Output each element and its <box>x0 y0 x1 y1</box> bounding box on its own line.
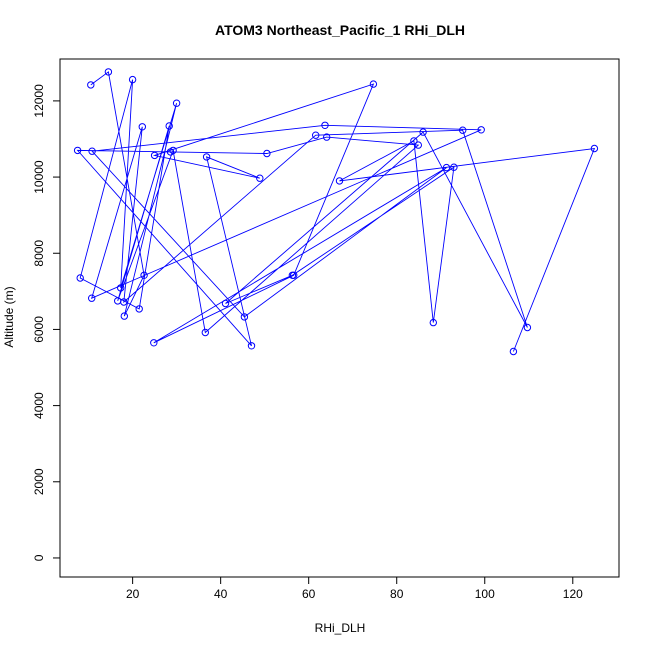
y-axis: 0 2000 4000 6000 8000 10000 12000 <box>32 84 60 561</box>
data-point <box>76 274 84 282</box>
data-point <box>138 123 147 131</box>
x-axis-label: RHi_DLH <box>315 621 366 635</box>
y-tick-label: 8000 <box>32 240 46 267</box>
data-point <box>442 163 451 172</box>
data-point <box>150 151 159 160</box>
series-layer <box>73 68 599 356</box>
data-point <box>201 328 210 337</box>
data-point <box>335 177 344 185</box>
data-point <box>240 313 249 321</box>
x-tick-label: 100 <box>475 587 495 601</box>
data-point <box>410 137 418 145</box>
data-point <box>288 271 297 279</box>
data-point <box>369 80 378 88</box>
data-point <box>509 347 518 356</box>
chart-title: ATOM3 Northeast_Pacific_1 RHi_DLH <box>215 22 465 38</box>
x-tick-label: 20 <box>126 587 140 601</box>
data-point <box>165 122 173 130</box>
y-tick-label: 12000 <box>32 84 46 118</box>
plot-frame <box>59 58 620 578</box>
data-point <box>104 68 113 76</box>
data-point <box>312 131 320 139</box>
data-point <box>120 298 128 306</box>
data-point <box>140 271 148 279</box>
data-point <box>256 174 264 182</box>
data-point <box>73 146 82 155</box>
data-point <box>87 81 95 89</box>
data-point <box>117 284 125 292</box>
y-tick-label: 4000 <box>32 392 46 419</box>
series-line <box>76 71 596 352</box>
data-point <box>429 318 437 327</box>
x-tick-label: 60 <box>302 587 316 601</box>
y-tick-label: 0 <box>32 554 46 561</box>
data-point <box>88 294 96 302</box>
y-tick-label: 10000 <box>32 160 46 194</box>
data-point <box>247 342 256 350</box>
data-point <box>321 121 329 130</box>
data-point <box>221 299 230 308</box>
data-point <box>263 149 271 158</box>
data-point <box>88 147 96 155</box>
data-point <box>450 163 458 171</box>
data-point <box>459 126 467 134</box>
x-axis: 20 40 60 80 100 120 <box>126 577 583 601</box>
data-point <box>128 75 137 84</box>
y-axis-label: Altitude (m) <box>2 286 16 347</box>
data-point <box>166 148 175 156</box>
data-point <box>172 99 181 107</box>
data-point <box>590 144 599 153</box>
data-point <box>414 141 422 149</box>
data-point <box>120 312 129 320</box>
data-point <box>135 305 143 313</box>
x-tick-label: 40 <box>214 587 228 601</box>
data-point <box>477 126 485 134</box>
data-point <box>323 133 331 141</box>
data-point <box>419 128 427 136</box>
x-tick-label: 120 <box>563 587 583 601</box>
data-point <box>150 339 158 347</box>
y-tick-label: 2000 <box>32 468 46 495</box>
data-point <box>202 153 211 161</box>
x-tick-label: 80 <box>390 587 404 601</box>
data-point <box>523 323 532 332</box>
y-tick-label: 6000 <box>32 316 46 343</box>
